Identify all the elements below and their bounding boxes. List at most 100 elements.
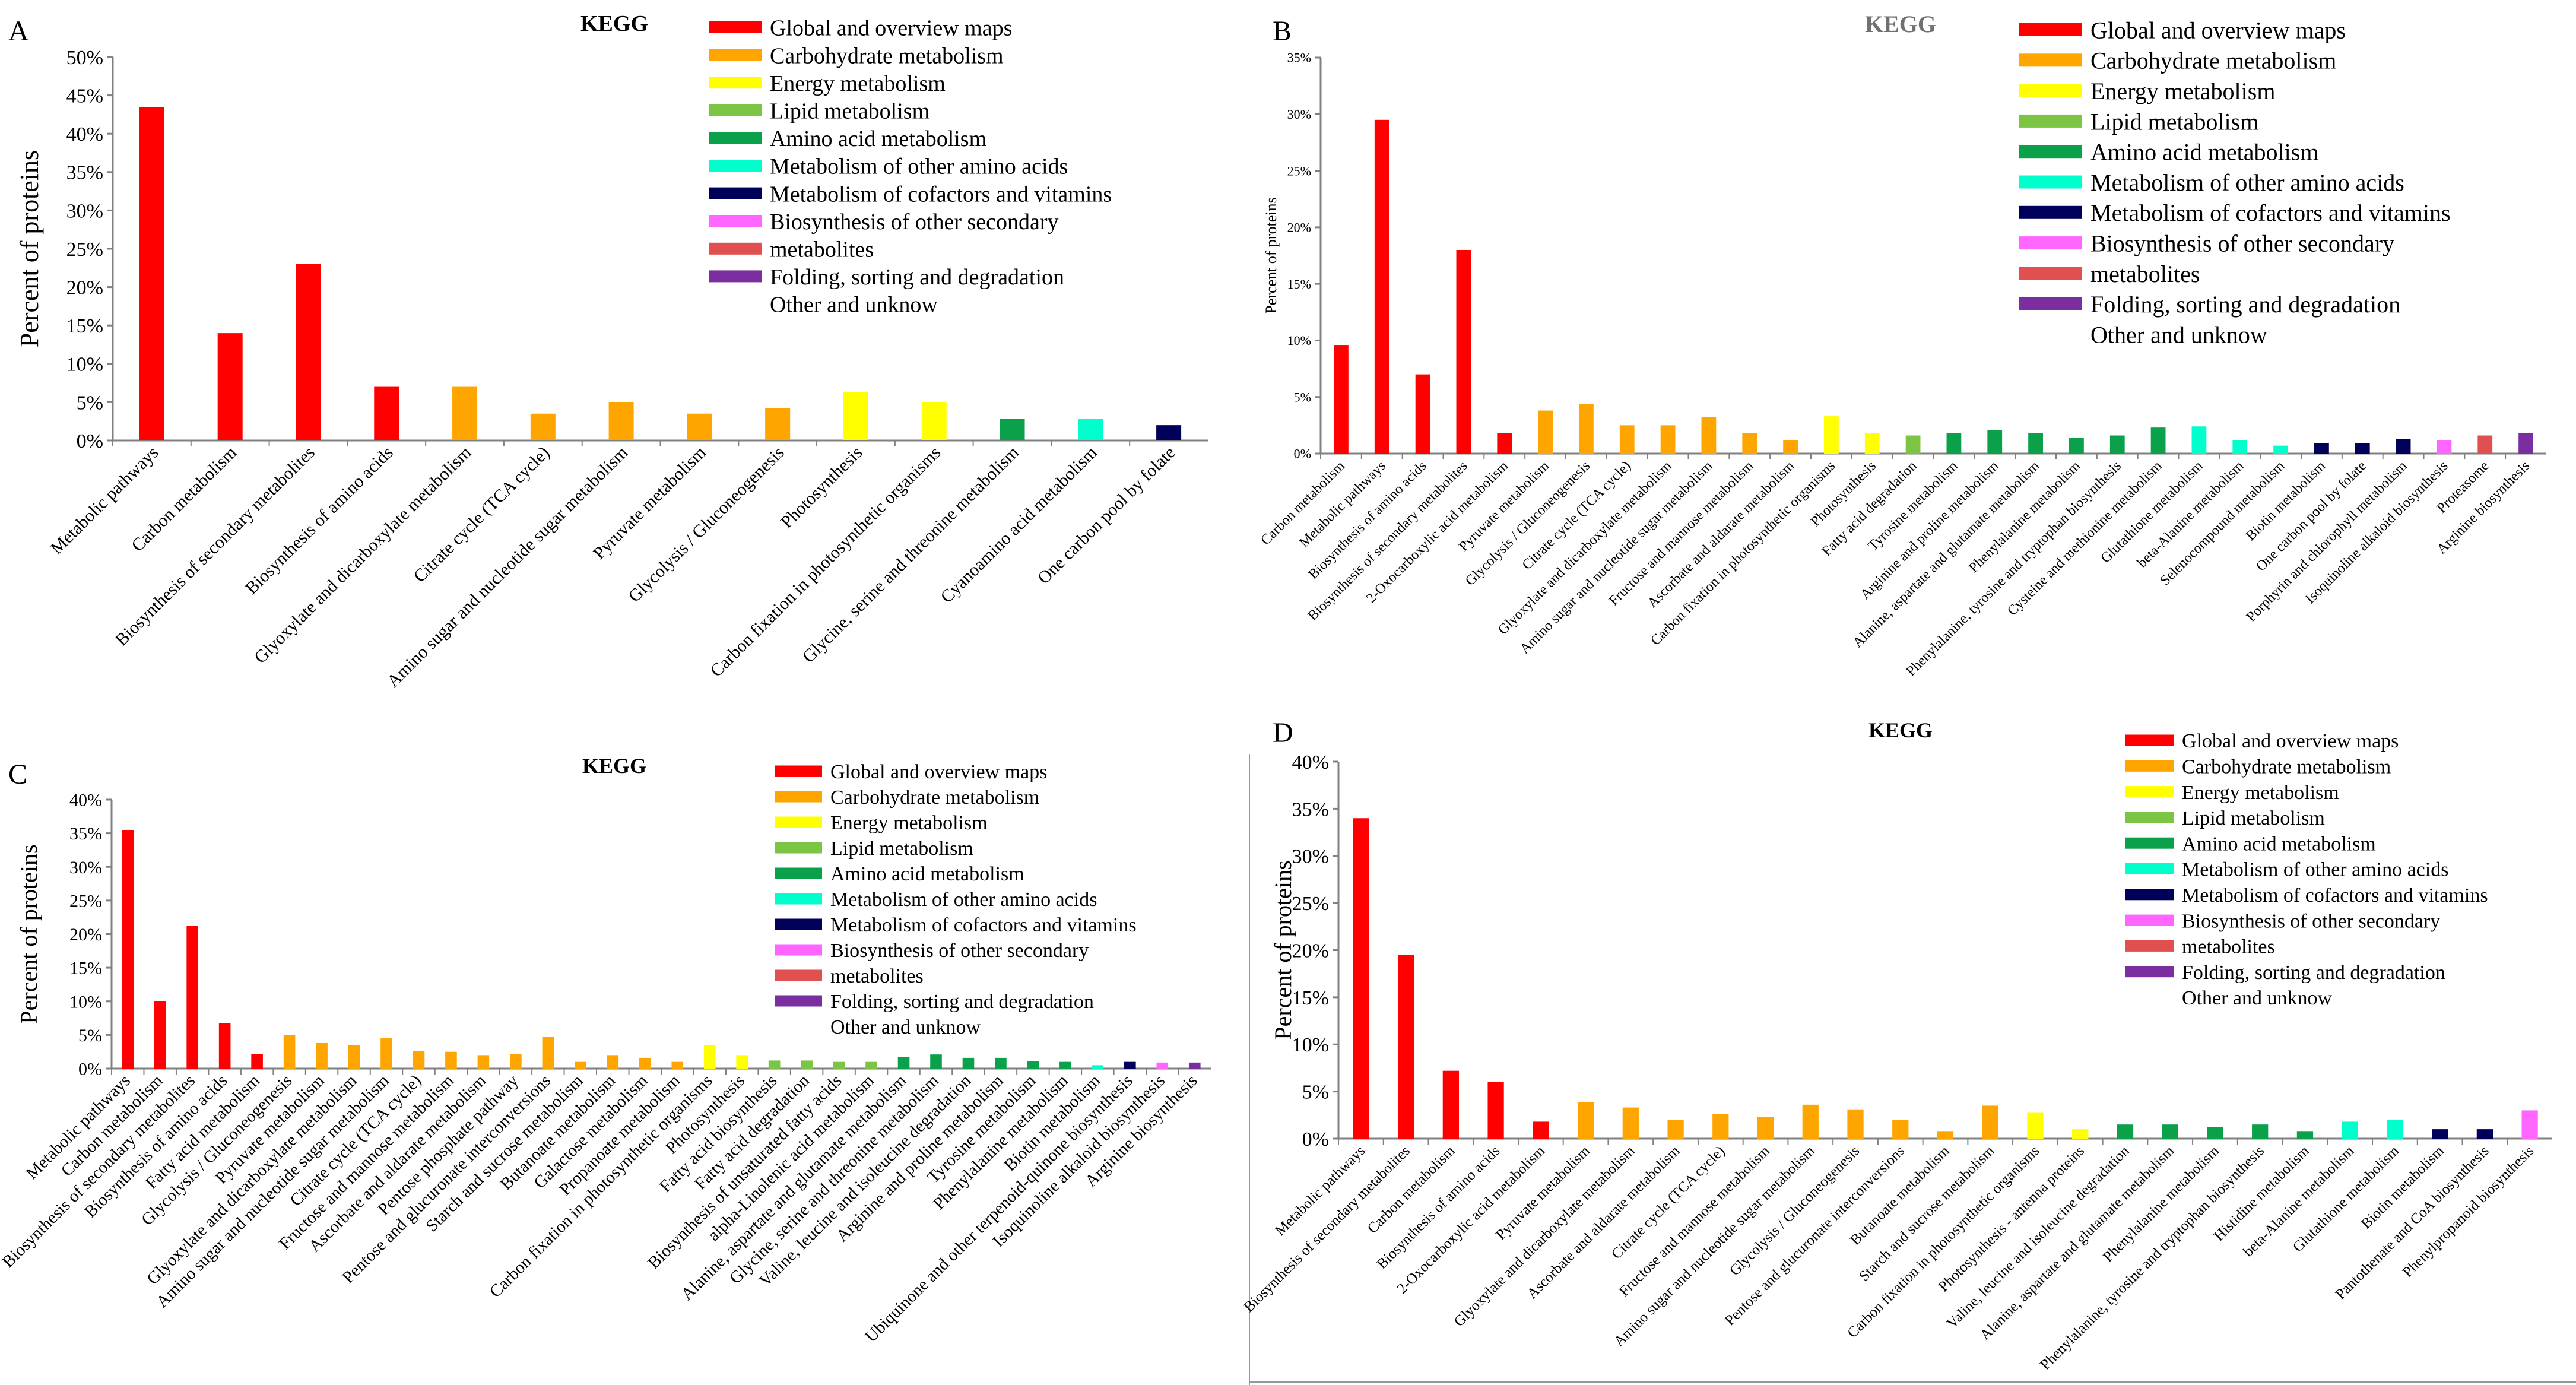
legend-entry-label: Amino acid metabolism	[770, 126, 986, 151]
legend-swatch	[775, 918, 822, 930]
y-axis-title: Percent of proteins	[15, 150, 44, 347]
bar	[1701, 417, 1717, 454]
bar	[768, 1060, 781, 1069]
legend-entry-label: Metabolism of cofactors and vitamins	[2182, 885, 2488, 907]
legend-entry-label: Lipid metabolism	[830, 838, 973, 860]
bar	[2252, 1124, 2269, 1139]
legend-entry-label: Energy metabolism	[2182, 782, 2339, 804]
legend-entry-label: Metabolism of other amino acids	[770, 154, 1068, 179]
legend-entry-label: Amino acid metabolism	[830, 863, 1024, 885]
bar	[2387, 1120, 2403, 1139]
bar	[452, 386, 478, 440]
legend-entry-label: Biosynthesis of other secondary	[770, 210, 1059, 234]
legend-swatch	[2125, 940, 2174, 952]
bar	[639, 1057, 651, 1069]
legend-entry-label: Carbohydrate metabolism	[2182, 756, 2391, 778]
bar	[2117, 1124, 2134, 1139]
bar	[2150, 427, 2166, 454]
y-tick-label: 10%	[66, 354, 103, 376]
bar	[445, 1051, 457, 1069]
y-tick-label: 50%	[66, 47, 103, 69]
bar	[962, 1057, 975, 1069]
bar	[2437, 440, 2452, 454]
y-tick-label: 25%	[66, 239, 103, 261]
legend-swatch	[2019, 84, 2082, 97]
y-tick-label: 30%	[66, 200, 103, 222]
legend-swatch	[2019, 267, 2082, 280]
legend-swatch	[775, 867, 822, 879]
y-tick-label: 30%	[1292, 846, 1329, 868]
bar	[2028, 433, 2043, 454]
bar	[1982, 1105, 1998, 1139]
y-tick-label: 5%	[1294, 389, 1311, 404]
bar	[1783, 440, 1798, 454]
legend-entry-label: Biosynthesis of other secondary	[2090, 230, 2394, 257]
legend-entry-label: Folding, sorting and degradation	[830, 991, 1094, 1013]
y-tick-label: 35%	[1287, 50, 1311, 65]
panel-letter-b: B	[1273, 15, 1292, 47]
legend-entry-label: Other and unknow	[2090, 321, 2267, 348]
bar	[2191, 426, 2207, 454]
legend-swatch	[2019, 23, 2082, 36]
bar	[1892, 1120, 1909, 1139]
bar	[1027, 1061, 1039, 1069]
legend-entry-label: Metabolism of cofactors and vitamins	[2090, 199, 2451, 226]
legend-entry-label: Carbohydrate metabolism	[770, 43, 1004, 68]
legend-swatch	[2125, 914, 2174, 926]
legend-swatch	[2019, 145, 2082, 159]
legend-entry-label: Metabolism of cofactors and vitamins	[830, 914, 1137, 936]
bar	[995, 1057, 1007, 1069]
bar	[2355, 443, 2370, 454]
bar	[2396, 439, 2411, 454]
legend-entry-label: Energy metabolism	[830, 812, 988, 834]
bar	[122, 829, 134, 1069]
bar	[843, 392, 868, 440]
bar	[542, 1037, 554, 1069]
y-tick-label: 40%	[1292, 752, 1329, 774]
bar	[1092, 1065, 1104, 1069]
y-tick-label: 0%	[77, 430, 103, 452]
y-axis-title: Percent of proteins	[1270, 860, 1296, 1039]
legend-swatch	[709, 187, 762, 199]
y-tick-label: 10%	[1287, 333, 1311, 348]
legend-entry-label: Lipid metabolism	[2182, 807, 2325, 829]
legend-entry-label: Global and overview maps	[770, 16, 1012, 41]
legend-entry-label: Lipid metabolism	[770, 99, 929, 123]
legend-swatch	[2125, 812, 2174, 823]
legend-swatch	[2019, 297, 2082, 310]
y-tick-label: 10%	[1292, 1034, 1329, 1056]
bar	[575, 1061, 586, 1069]
y-tick-label: 25%	[1287, 163, 1311, 178]
bar	[833, 1061, 845, 1069]
bar	[2314, 443, 2329, 454]
legend-swatch	[2019, 114, 2082, 128]
bar	[1660, 425, 1676, 454]
bar	[218, 1022, 231, 1069]
legend-swatch	[709, 132, 762, 144]
bar	[1905, 435, 1921, 454]
bar	[413, 1051, 425, 1069]
y-tick-label: 15%	[66, 315, 103, 337]
legend-entry-label: metabolites	[2182, 936, 2275, 958]
legend-entry-label: Energy metabolism	[2090, 78, 2275, 104]
bar	[1397, 955, 1414, 1139]
legend-swatch	[709, 77, 762, 89]
legend-entry-label: Amino acid metabolism	[2182, 833, 2376, 855]
y-tick-label: 15%	[1287, 277, 1311, 291]
y-tick-label: 5%	[78, 1026, 102, 1045]
legend-entry-label: Metabolism of other amino acids	[2090, 169, 2404, 196]
y-tick-label: 45%	[66, 85, 103, 107]
bar	[736, 1055, 748, 1069]
bar	[1667, 1120, 1684, 1139]
legend-swatch	[709, 49, 762, 61]
y-tick-label: 20%	[66, 277, 103, 299]
legend-swatch	[775, 791, 822, 803]
bar	[251, 1054, 263, 1069]
y-tick-label: 40%	[66, 123, 103, 145]
bar	[186, 926, 198, 1069]
bar	[2476, 1129, 2493, 1139]
bar	[1415, 374, 1430, 454]
legend-swatch	[775, 995, 822, 1007]
bar	[2273, 445, 2288, 454]
